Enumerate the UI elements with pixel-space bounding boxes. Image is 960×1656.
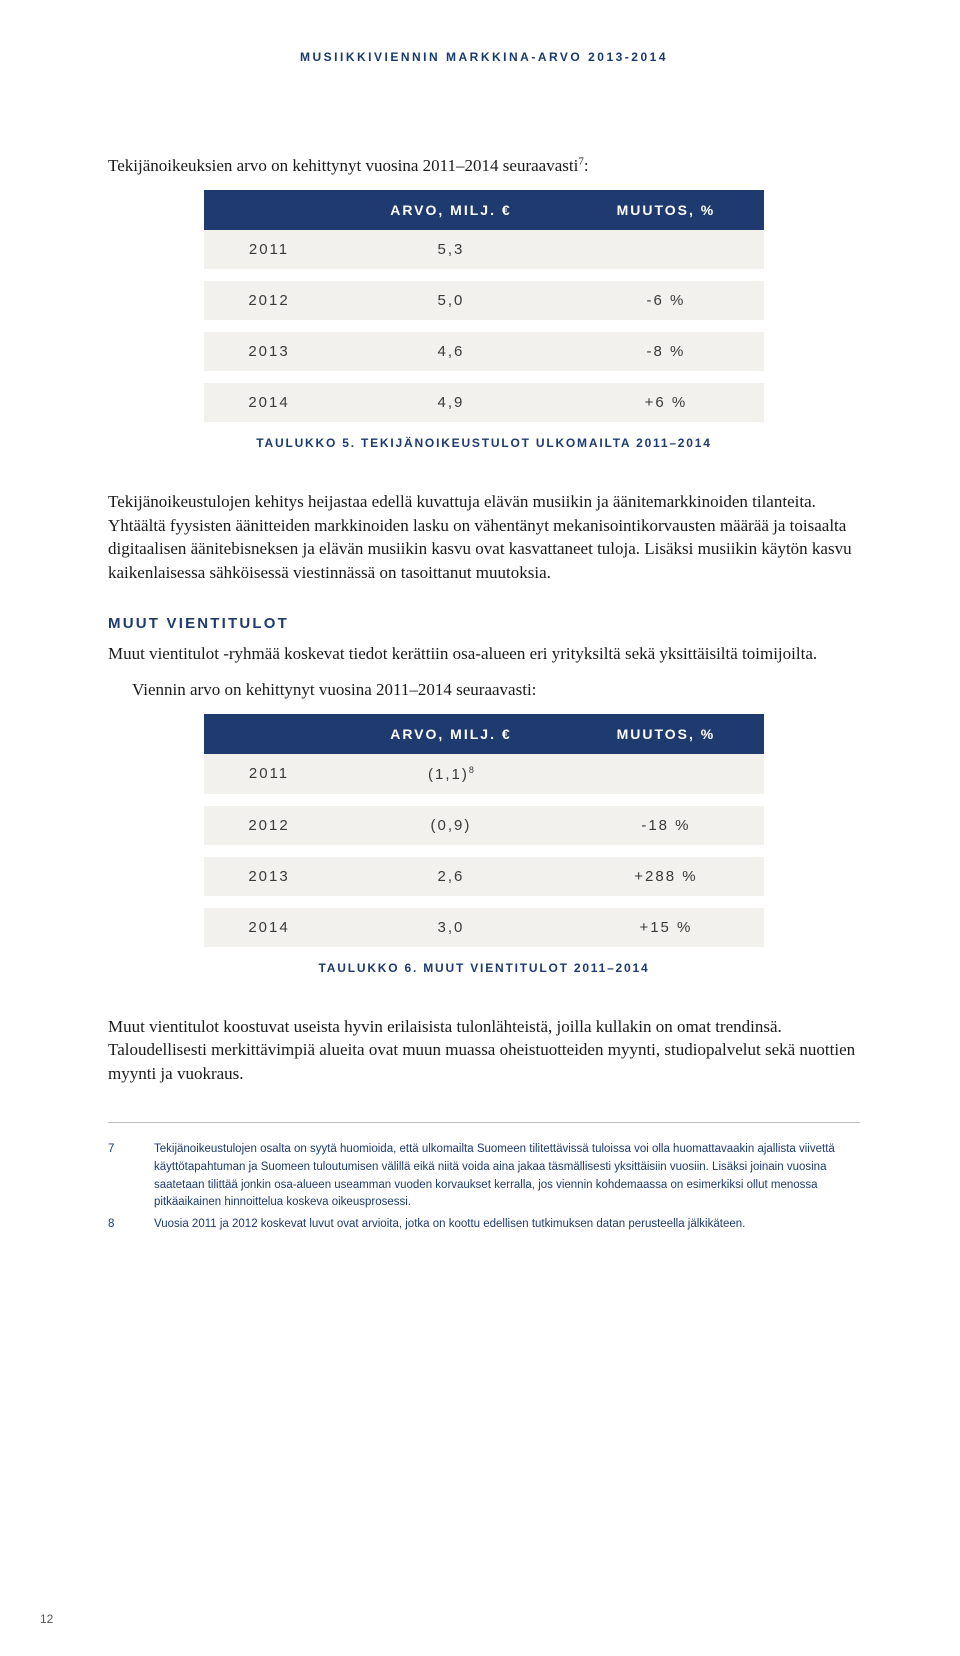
table5-header-muutos: MUUTOS, % <box>568 190 764 230</box>
paragraph-2: Tekijänoikeustulojen kehitys heijastaa e… <box>108 490 860 585</box>
cell-value: 2,6 <box>334 851 568 902</box>
table-6: ARVO, MILJ. € MUUTOS, % 2011 (1,1)8 2012… <box>204 714 764 947</box>
table5-header-blank <box>204 190 334 230</box>
cell-change: -8 % <box>568 326 764 377</box>
running-header: MUSIIKKIVIENNIN MARKKINA-ARVO 2013-2014 <box>108 50 860 64</box>
intro-paragraph-1: Tekijänoikeuksien arvo on kehittynyt vuo… <box>108 154 860 178</box>
table-row: 2013 4,6 -8 % <box>204 326 764 377</box>
cell-value: 4,9 <box>334 377 568 422</box>
footnote-ref-8: 8 <box>469 765 474 775</box>
table6-caption: TAULUKKO 6. MUUT VIENTITULOT 2011–2014 <box>108 961 860 975</box>
footnote-7-num: 7 <box>108 1141 154 1212</box>
cell-year: 2014 <box>204 377 334 422</box>
table-row: 2014 4,9 +6 % <box>204 377 764 422</box>
cell-value: 3,0 <box>334 902 568 947</box>
cell-year: 2011 <box>204 230 334 275</box>
table6-header-muutos: MUUTOS, % <box>568 714 764 754</box>
cell-value: 5,3 <box>334 230 568 275</box>
table-5: ARVO, MILJ. € MUUTOS, % 2011 5,3 2012 5,… <box>204 190 764 422</box>
table5-caption: TAULUKKO 5. TEKIJÄNOIKEUSTULOT ULKOMAILT… <box>108 436 860 450</box>
footnote-ref-7: 7 <box>578 155 584 167</box>
caption5-rest: TEKIJÄNOIKEUSTULOT ULKOMAILTA 2011–2014 <box>356 436 712 450</box>
footnotes-block: 7 Tekijänoikeustulojen osalta on syytä h… <box>108 1122 860 1234</box>
cell-year: 2012 <box>204 800 334 851</box>
table6-header-arvo: ARVO, MILJ. € <box>334 714 568 754</box>
cell-change: +6 % <box>568 377 764 422</box>
table-row: 2011 5,3 <box>204 230 764 275</box>
cell-year: 2013 <box>204 851 334 902</box>
caption6-prefix: TAULUKKO 6. <box>319 961 419 975</box>
table-row: 2011 (1,1)8 <box>204 754 764 800</box>
table6-header-blank <box>204 714 334 754</box>
footnote-8-num: 8 <box>108 1216 154 1234</box>
cell-change: -6 % <box>568 275 764 326</box>
cell-year: 2013 <box>204 326 334 377</box>
cell-change <box>568 754 764 800</box>
caption6-rest: MUUT VIENTITULOT 2011–2014 <box>418 961 649 975</box>
section2-p2: Viennin arvo on kehittynyt vuosina 2011–… <box>108 678 860 702</box>
cell-change: +288 % <box>568 851 764 902</box>
cell-value: 4,6 <box>334 326 568 377</box>
footnote-8-text: Vuosia 2011 ja 2012 koskevat luvut ovat … <box>154 1216 860 1234</box>
section-heading-muut: MUUT VIENTITULOT <box>108 615 860 632</box>
section2-p1: Muut vientitulot -ryhmää koskevat tiedot… <box>108 642 860 666</box>
table-row: 2012 (0,9) -18 % <box>204 800 764 851</box>
intro1-text: Tekijänoikeuksien arvo on kehittynyt vuo… <box>108 156 578 175</box>
caption5-prefix: TAULUKKO 5. <box>256 436 356 450</box>
paragraph-3: Muut vientitulot koostuvat useista hyvin… <box>108 1015 860 1086</box>
cell-value: (0,9) <box>334 800 568 851</box>
cell-year: 2012 <box>204 275 334 326</box>
cell-change <box>568 230 764 275</box>
cell-change: -18 % <box>568 800 764 851</box>
footnote-8: 8 Vuosia 2011 ja 2012 koskevat luvut ova… <box>108 1216 860 1234</box>
cell-year: 2014 <box>204 902 334 947</box>
cell-value: (1,1)8 <box>334 754 568 800</box>
table5-header-arvo: ARVO, MILJ. € <box>334 190 568 230</box>
footnote-7-text: Tekijänoikeustulojen osalta on syytä huo… <box>154 1141 860 1212</box>
footnote-7: 7 Tekijänoikeustulojen osalta on syytä h… <box>108 1141 860 1212</box>
cell-change: +15 % <box>568 902 764 947</box>
table-row: 2012 5,0 -6 % <box>204 275 764 326</box>
table-row: 2013 2,6 +288 % <box>204 851 764 902</box>
page-number: 12 <box>40 1612 53 1626</box>
cell-value: 5,0 <box>334 275 568 326</box>
cell-year: 2011 <box>204 754 334 800</box>
table-row: 2014 3,0 +15 % <box>204 902 764 947</box>
